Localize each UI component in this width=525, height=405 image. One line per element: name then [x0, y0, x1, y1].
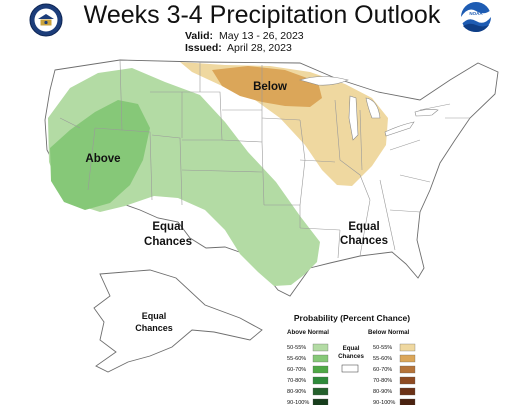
legend-above-heading: Above Normal — [287, 329, 329, 336]
issued-date: April 28, 2023 — [227, 42, 292, 54]
legend-above-item-label: 90-100% — [287, 400, 309, 405]
legend-equal-line1: Equal — [343, 345, 360, 352]
map-title: Weeks 3-4 Precipitation Outlook — [84, 1, 441, 29]
legend-below-item-label: 60-70% — [373, 367, 392, 373]
legend-below-item-swatch — [399, 398, 416, 405]
legend-above-item-label: 50-55% — [287, 345, 306, 351]
legend-below-item-label: 80-90% — [373, 389, 392, 395]
legend-above-item-swatch — [312, 354, 329, 363]
legend-below-list: 50-55% 55-60% 60-70% 70-80% 80-90% 90-100% — [373, 343, 416, 405]
legend-above-item-swatch — [312, 387, 329, 396]
legend-above-item-swatch — [312, 398, 329, 405]
legend-above-item-label: 70-80% — [287, 378, 306, 384]
doc-seal-icon — [29, 3, 63, 37]
equal-chances-alaska-line1: Equal — [142, 311, 167, 321]
legend-title: Probability (Percent Chance) — [294, 313, 410, 323]
above-label: Above — [85, 153, 120, 165]
legend-below-heading: Below Normal — [368, 329, 410, 336]
equal-chances-alaska-line2: Chances — [135, 323, 173, 333]
below-normal-region-50-55 — [180, 62, 388, 186]
legend-below-item-label: 90-100% — [373, 400, 395, 405]
below-label: Below — [253, 81, 287, 93]
legend-above-item-label: 55-60% — [287, 356, 306, 362]
valid-label: Valid: — [185, 30, 213, 42]
legend-below-item-swatch — [399, 376, 416, 385]
equal-chances-west-line1: Equal — [152, 221, 183, 233]
noaa-logo-icon: NOAA — [461, 2, 491, 32]
legend-equal-line2: Chances — [338, 353, 364, 360]
great-lakes — [298, 76, 439, 141]
legend-above-list: 50-55% 55-60% 60-70% 70-80% 80-90% 90-100% — [287, 343, 329, 405]
equal-chances-east-line2: Chances — [340, 235, 388, 247]
alaska-landmass — [93, 269, 263, 373]
legend-below-item-swatch — [399, 343, 416, 352]
issued-label: Issued: — [185, 42, 222, 54]
legend-below-item-label: 70-80% — [373, 378, 392, 384]
legend-above-item-swatch — [312, 343, 329, 352]
state-boundaries — [59, 59, 470, 259]
legend-equal-swatch — [341, 364, 359, 373]
probability-legend: Probability (Percent Chance) Above Norma… — [283, 306, 418, 405]
legend-below-item-label: 55-60% — [373, 356, 392, 362]
equal-chances-east-line1: Equal — [348, 221, 379, 233]
legend-above-item-label: 80-90% — [287, 389, 306, 395]
legend-above-item-swatch — [312, 365, 329, 374]
above-normal-region-55-60 — [50, 100, 150, 210]
valid-dates: May 13 - 26, 2023 — [219, 30, 304, 42]
legend-below-item-label: 50-55% — [373, 345, 392, 351]
legend-below-item-swatch — [399, 387, 416, 396]
legend-below-item-swatch — [399, 354, 416, 363]
legend-below-item-swatch — [399, 365, 416, 374]
legend-above-item-label: 60-70% — [287, 367, 306, 373]
svg-text:NOAA: NOAA — [469, 11, 483, 16]
below-normal-region-55-60 — [212, 66, 322, 107]
equal-chances-west-line2: Chances — [144, 236, 192, 248]
legend-above-item-swatch — [312, 376, 329, 385]
